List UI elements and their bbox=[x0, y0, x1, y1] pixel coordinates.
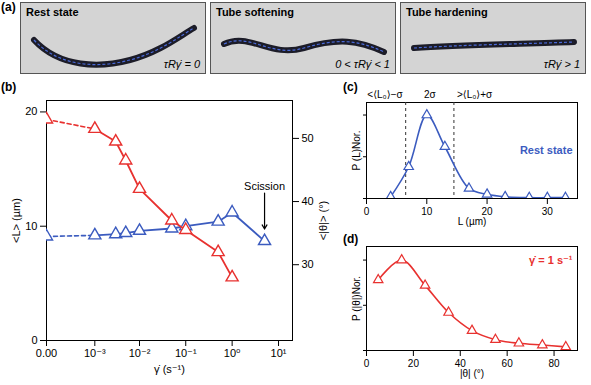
svg-text:20: 20 bbox=[25, 105, 37, 117]
html-text:(b): (b) bbox=[1, 80, 17, 94]
svg-text:Rest state: Rest state bbox=[520, 144, 573, 156]
html-text:(d): (d) bbox=[343, 232, 359, 246]
svg-text:Scission: Scission bbox=[244, 180, 285, 192]
svg-text:γ̇ (s⁻¹): γ̇ (s⁻¹) bbox=[154, 363, 185, 375]
svg-text:50: 50 bbox=[302, 132, 314, 144]
svg-text:10⁻¹: 10⁻¹ bbox=[175, 347, 197, 359]
svg-text:60: 60 bbox=[502, 358, 514, 369]
svg-text:40: 40 bbox=[302, 195, 314, 207]
svg-text:2σ: 2σ bbox=[424, 89, 437, 100]
svg-text:|θ| (°): |θ| (°) bbox=[460, 368, 484, 379]
svg-text:10⁰: 10⁰ bbox=[224, 347, 241, 359]
svg-text:γ̇ = 1 s⁻¹: γ̇ = 1 s⁻¹ bbox=[529, 254, 573, 266]
svg-text:τRγ̇ > 1: τRγ̇ > 1 bbox=[544, 58, 580, 70]
svg-text:80: 80 bbox=[548, 358, 560, 369]
svg-text:Rest state: Rest state bbox=[26, 6, 79, 18]
svg-text:10⁻²: 10⁻² bbox=[129, 347, 151, 359]
svg-text:20: 20 bbox=[481, 205, 493, 217]
svg-text:L (µm): L (µm) bbox=[458, 216, 487, 227]
svg-text:P (|θ|)Nor.: P (|θ|)Nor. bbox=[351, 276, 362, 321]
svg-text:10: 10 bbox=[25, 220, 37, 232]
svg-text:30: 30 bbox=[542, 206, 554, 217]
svg-text:Tube softening: Tube softening bbox=[216, 6, 294, 18]
svg-text:Tube hardening: Tube hardening bbox=[406, 6, 488, 18]
svg-text:10¹: 10¹ bbox=[271, 347, 287, 359]
svg-text:0: 0 bbox=[364, 358, 370, 369]
svg-text:τRγ̇ = 0: τRγ̇ = 0 bbox=[164, 58, 201, 70]
svg-text:0: 0 bbox=[364, 206, 370, 217]
svg-text:>⟨L₀⟩+σ: >⟨L₀⟩+σ bbox=[457, 89, 493, 100]
html-text:(a): (a) bbox=[1, 0, 16, 14]
svg-text:10⁻³: 10⁻³ bbox=[84, 347, 106, 359]
svg-text:20: 20 bbox=[408, 358, 420, 369]
svg-text:40: 40 bbox=[454, 357, 466, 369]
svg-text:0: 0 bbox=[31, 334, 37, 346]
svg-text:30: 30 bbox=[302, 258, 314, 270]
svg-text:10: 10 bbox=[421, 206, 433, 217]
svg-text:<|θ|> (°): <|θ|> (°) bbox=[317, 201, 329, 240]
html-text:(c): (c) bbox=[343, 80, 358, 94]
svg-text:0.00: 0.00 bbox=[36, 347, 57, 359]
svg-text:P (L)Nor.: P (L)Nor. bbox=[351, 131, 362, 171]
svg-text:<L> (µm): <L> (µm) bbox=[10, 198, 22, 243]
svg-text:<⟨L₀⟩−σ: <⟨L₀⟩−σ bbox=[367, 89, 403, 100]
svg-text:0 < τRγ̇ < 1: 0 < τRγ̇ < 1 bbox=[335, 58, 390, 70]
